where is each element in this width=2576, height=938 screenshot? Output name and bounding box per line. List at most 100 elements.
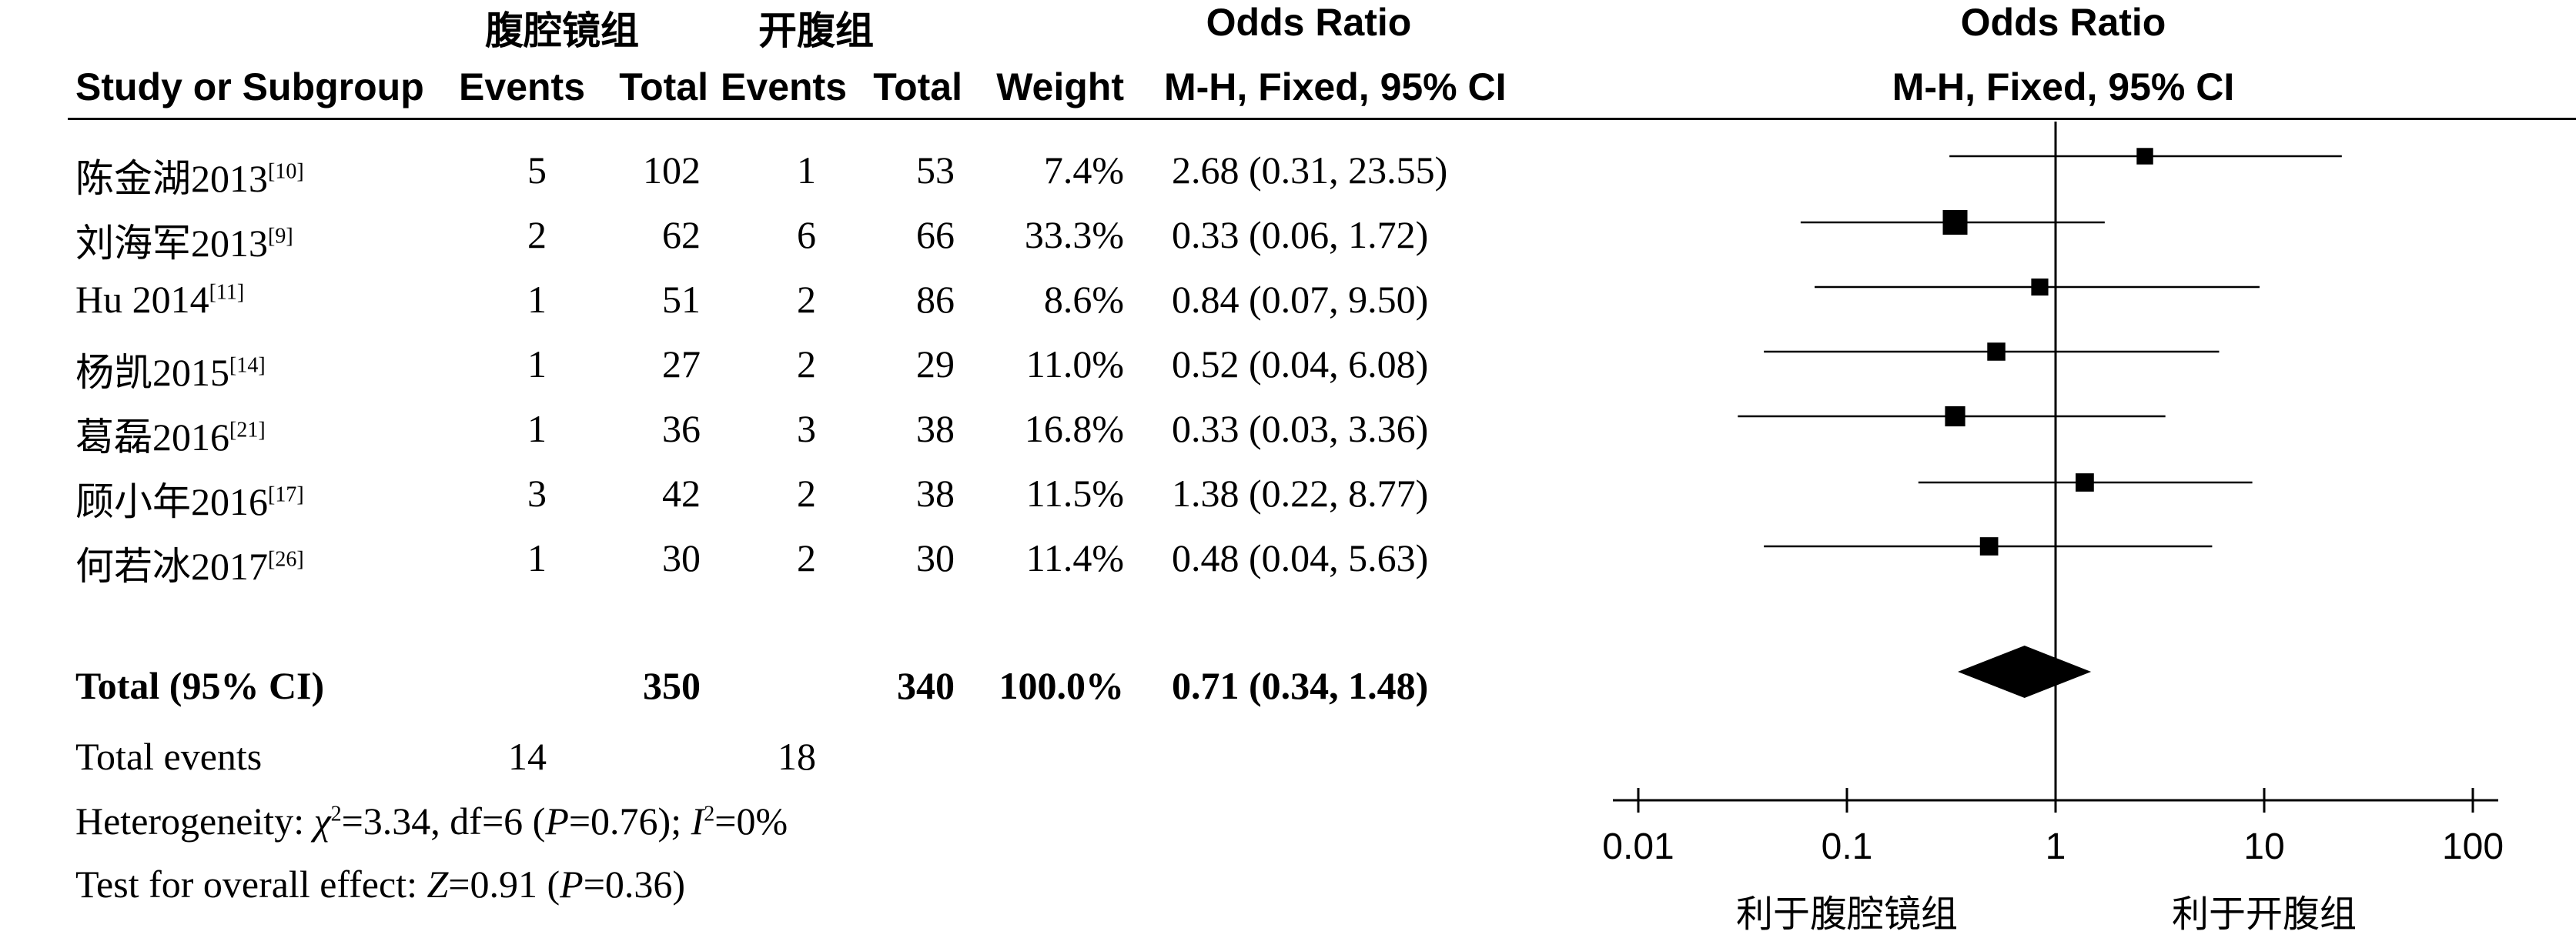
study-name: 陈金湖2013[10] <box>75 148 304 203</box>
study-weight: 8.6% <box>1043 278 1124 321</box>
study-lap-total: 62 <box>662 213 701 256</box>
study-weight: 11.5% <box>1025 472 1124 515</box>
study-weight: 33.3% <box>1024 213 1124 256</box>
total-events-lap: 14 <box>508 735 547 778</box>
study-lap-events: 2 <box>527 213 547 256</box>
study-open-events: 2 <box>797 536 816 579</box>
study-reference: [17] <box>268 482 304 507</box>
weight-header: Weight <box>996 65 1124 108</box>
i-squared-value: =0% <box>714 799 788 843</box>
plot-method-header: M-H, Fixed, 95% CI <box>1892 65 2235 108</box>
study-lap-events: 1 <box>527 278 547 321</box>
chi-symbol: χ <box>313 799 331 843</box>
study-weight: 11.4% <box>1025 536 1124 579</box>
study-name: 刘海军2013[9] <box>75 212 293 268</box>
study-name: Hu 2014[11] <box>75 277 244 322</box>
study-reference: [10] <box>268 159 304 184</box>
study-name: 何若冰2017[26] <box>75 536 304 591</box>
study-name-text: 顾小年2016 <box>75 480 268 523</box>
study-column-header: Study or Subgroup <box>75 65 424 108</box>
study-lap-events: 1 <box>527 536 547 579</box>
heterogeneity-prefix: Heterogeneity: <box>75 799 314 843</box>
i-squared-exponent: 2 <box>704 802 715 826</box>
x-tick-label: 0.1 <box>1822 826 1873 867</box>
study-name-text: 刘海军2013 <box>75 222 268 265</box>
point-estimate <box>1987 342 2006 361</box>
point-estimate <box>1942 210 1968 235</box>
study-or-ci: 0.33 (0.06, 1.72) <box>1172 213 1429 256</box>
study-open-events: 3 <box>797 407 816 450</box>
total-or: 0.71 (0.34, 1.48) <box>1172 664 1429 707</box>
total-lap-total: 350 <box>643 664 701 707</box>
overall-effect-prefix: Test for overall effect: <box>75 863 427 906</box>
study-name: 顾小年2016[17] <box>75 471 304 526</box>
study-reference: [9] <box>268 224 293 249</box>
study-reference: [11] <box>209 280 245 305</box>
study-name: 葛磊2016[21] <box>75 406 266 462</box>
lap-total-header: Total <box>619 65 708 108</box>
study-name-text: 杨凯2015 <box>75 351 229 394</box>
total-events-open: 18 <box>778 735 816 778</box>
or-method-header: M-H, Fixed, 95% CI <box>1164 65 1507 108</box>
lap-events-header: Events <box>459 65 585 108</box>
study-open-events: 2 <box>797 278 816 321</box>
study-weight: 16.8% <box>1024 407 1124 450</box>
open-events-header: Events <box>721 65 847 108</box>
group-header-laparoscopic: 腹腔镜组 <box>485 9 639 52</box>
study-lap-total: 36 <box>662 407 701 450</box>
study-open-total: 38 <box>916 407 955 450</box>
study-name-text: 葛磊2016 <box>75 416 229 459</box>
study-open-total: 30 <box>916 536 955 579</box>
point-estimate <box>2136 148 2153 165</box>
point-estimate <box>1979 537 1999 556</box>
header-rule <box>68 118 2576 120</box>
study-or-ci: 0.52 (0.04, 6.08) <box>1172 342 1429 386</box>
open-total-header: Total <box>873 65 962 108</box>
heterogeneity-text: Heterogeneity: χ2=3.34, df=6 (P=0.76); I… <box>75 799 788 843</box>
study-open-events: 2 <box>797 472 816 515</box>
chi-exponent: 2 <box>330 802 342 826</box>
study-open-total: 86 <box>916 278 955 321</box>
point-estimate <box>2076 473 2094 492</box>
study-or-ci: 0.33 (0.03, 3.36) <box>1172 407 1429 450</box>
study-reference: [21] <box>229 418 266 442</box>
heterogeneity-p-symbol: P <box>545 799 569 843</box>
study-or-ci: 1.38 (0.22, 8.77) <box>1172 472 1429 515</box>
point-estimate <box>2031 278 2049 296</box>
study-open-events: 6 <box>797 213 816 256</box>
study-lap-events: 3 <box>527 472 547 515</box>
z-value: =0.91 ( <box>448 863 560 906</box>
study-weight: 7.4% <box>1043 149 1124 192</box>
x-tick-label: 1 <box>2046 826 2066 867</box>
study-or-ci: 2.68 (0.31, 23.55) <box>1172 149 1448 192</box>
study-open-events: 2 <box>797 342 816 386</box>
study-name-text: Hu 2014 <box>75 278 209 321</box>
study-open-total: 66 <box>916 213 955 256</box>
study-weight: 11.0% <box>1025 342 1124 386</box>
study-name-text: 何若冰2017 <box>75 545 268 588</box>
study-lap-total: 27 <box>662 342 701 386</box>
study-lap-total: 51 <box>662 278 701 321</box>
study-name-text: 陈金湖2013 <box>75 157 268 200</box>
x-tick-label: 100 <box>2442 826 2504 867</box>
study-lap-events: 5 <box>527 149 547 192</box>
overall-effect-text: Test for overall effect: Z=0.91 (P=0.36) <box>75 862 685 906</box>
z-symbol: Z <box>427 863 449 906</box>
study-open-total: 53 <box>916 149 955 192</box>
favours-left-label: 利于腹腔镜组 <box>1736 893 1958 936</box>
study-open-events: 1 <box>797 149 816 192</box>
point-estimate <box>1945 406 1965 427</box>
study-open-total: 38 <box>916 472 955 515</box>
x-tick-label: 10 <box>2243 826 2284 867</box>
or-column-title: Odds Ratio <box>1206 1 1412 44</box>
total-label: Total (95% CI) <box>75 664 325 707</box>
overall-p-value: =0.36) <box>583 863 686 906</box>
study-lap-events: 1 <box>527 342 547 386</box>
total-weight: 100.0% <box>999 664 1125 707</box>
study-reference: [14] <box>229 353 266 378</box>
study-name: 杨凯2015[14] <box>75 342 266 397</box>
overall-p-symbol: P <box>560 863 584 906</box>
total-open-total: 340 <box>897 664 955 707</box>
plot-title: Odds Ratio <box>1960 1 2166 44</box>
study-or-ci: 0.84 (0.07, 9.50) <box>1172 278 1429 321</box>
